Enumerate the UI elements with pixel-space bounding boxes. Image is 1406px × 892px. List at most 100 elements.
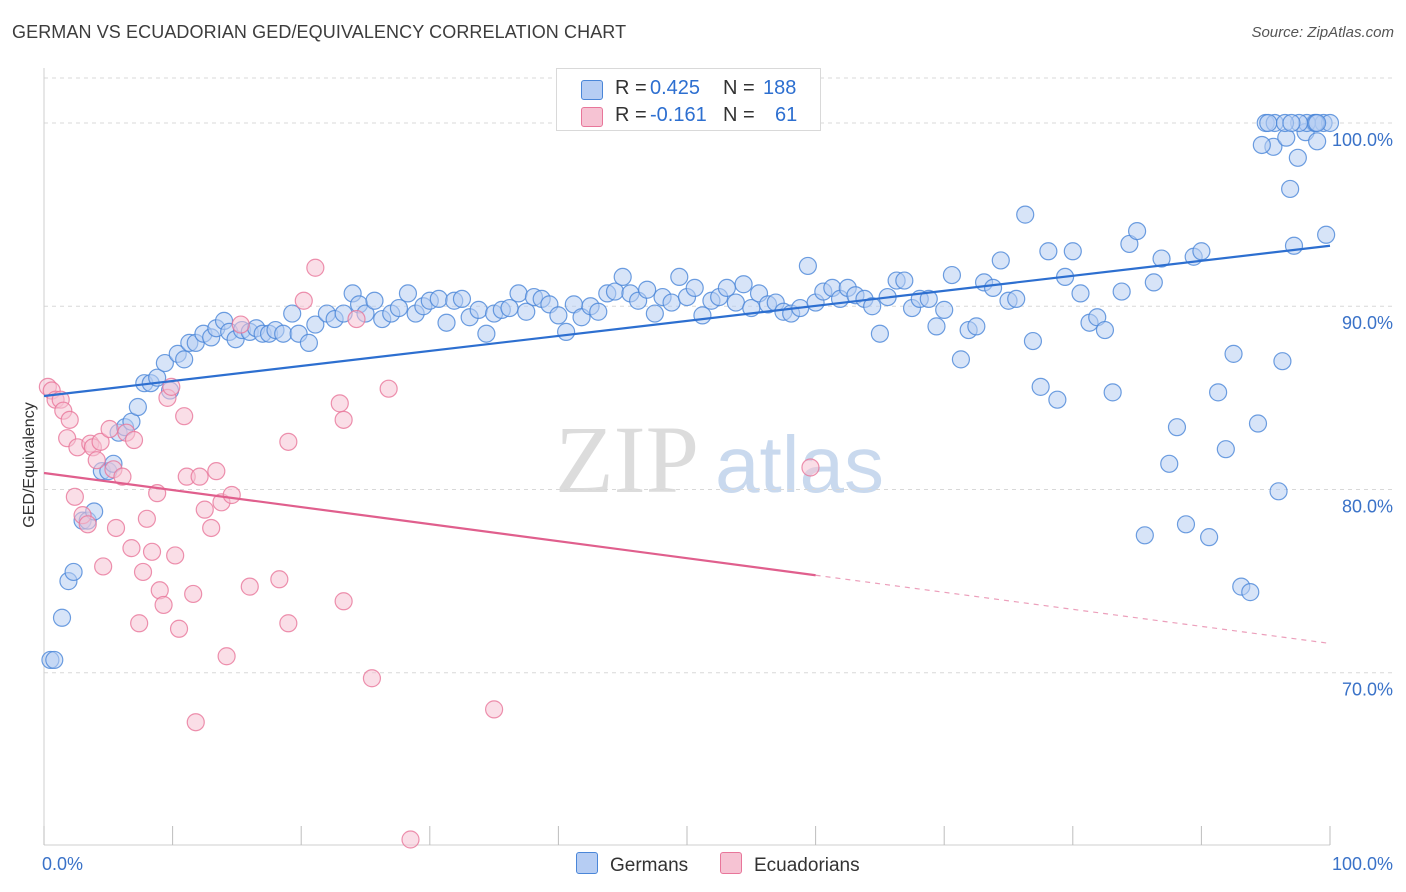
germans-r-value: 0.425 [650,77,701,99]
german-point [1095,320,1115,340]
german-point [726,293,745,312]
german-point [1144,273,1163,292]
ecuadorian-point [60,410,79,429]
german-point [1192,242,1211,261]
german-point [398,284,418,303]
german-point [175,350,194,369]
german-point [155,353,174,373]
ecuadorian-point [130,614,149,633]
german-point [798,256,817,276]
ecuadorian-point [94,557,113,576]
watermark-zip: ZIP [555,406,699,513]
ecuadorian-point [334,592,353,611]
german-point [1160,454,1179,473]
ecuadorians-r-value: -0.161 [650,104,707,126]
germans-r-label: R = [615,77,647,99]
german-point [645,304,664,323]
german-point [1281,179,1300,199]
german-point [274,324,293,343]
x-tick-label-max: 100.0% [1332,854,1393,874]
ecuadorian-point [279,614,298,633]
german-point [1241,583,1260,602]
ecuadorian-point [240,577,259,596]
german-point [128,397,147,417]
german-point [935,300,954,319]
german-point [1103,383,1122,402]
germans-swatch [581,80,603,100]
german-point [1048,390,1067,409]
ecuadorian-point [106,518,126,538]
ecuadorian-point [401,830,420,849]
ecuadorian-point [202,518,221,538]
german-point [477,324,496,343]
german-point [1112,282,1131,301]
german-point [1269,482,1288,501]
y-tick-label: 80.0% [1342,496,1393,516]
german-point [1167,418,1187,437]
german-point [1007,289,1026,309]
german-point [927,317,946,336]
german-point [1248,414,1268,433]
german-point [517,302,536,321]
ecuadorian-point [113,467,132,486]
ecuadorians-n-label: N = [723,104,755,126]
ecuadorian-point [801,458,820,477]
germans-legend-swatch [576,852,598,874]
german-point [942,265,962,285]
german-point [589,302,608,321]
german-point [557,322,576,341]
ecuadorian-point [334,410,353,429]
german-point [299,333,319,352]
ecuadorian-point [217,647,236,666]
ecuadorian-point [169,619,189,638]
y-tick-label: 90.0% [1342,313,1393,333]
german-point [870,324,890,343]
stats-legend: R = 0.425 N = 188 R = -0.161 N = 61 [556,68,821,131]
ecuadorian-point [231,315,250,334]
legend-row-ecuadorians: R = -0.161 N = 61 [557,100,820,128]
german-point [919,289,938,309]
ecuadorian-point [137,509,156,528]
germans-trend-line [43,244,1331,398]
german-point [1308,132,1327,151]
legend-row-germans: R = 0.425 N = 188 [557,73,820,101]
ecuadorian-point [184,584,203,604]
german-point [638,280,657,299]
ecuadorian-point [78,515,97,534]
german-point [983,278,1003,298]
ecuadorian-point [279,432,298,451]
x-tick-label-min: 0.0% [42,854,83,874]
german-point [1317,225,1336,244]
ecuadorian-point [87,451,106,470]
german-point [1288,148,1307,167]
ecuadorian-point [270,570,289,589]
german-point [951,350,971,369]
german-point [437,313,456,332]
german-point [452,289,472,309]
german-point [64,562,83,582]
ecuadorians-r-label: R = [615,104,647,126]
germans-n-value: 188 [763,77,797,99]
german-point [685,278,704,298]
ecuadorian-point [166,546,185,565]
ecuadorian-point [100,419,119,439]
ecuadorians-legend-label: Ecuadorians [754,855,860,876]
german-point [283,304,302,323]
ecuadorian-point [190,467,209,486]
german-point [1127,221,1147,241]
ecuadorian-point [186,713,205,732]
german-point [509,284,528,303]
german-point [895,271,914,290]
ecuadorian-point [306,258,325,277]
ecuadorians-n-value: 61 [775,104,798,126]
y-tick-label: 70.0% [1342,680,1393,700]
ecuadorian-point [485,700,504,719]
legend-item-germans: Germans [576,852,688,877]
german-point [500,298,519,318]
german-point [1135,526,1154,545]
ecuadorian-point [122,539,141,558]
germans-n-label: N = [723,77,755,99]
german-point [1224,344,1243,363]
german-point [1071,284,1090,303]
